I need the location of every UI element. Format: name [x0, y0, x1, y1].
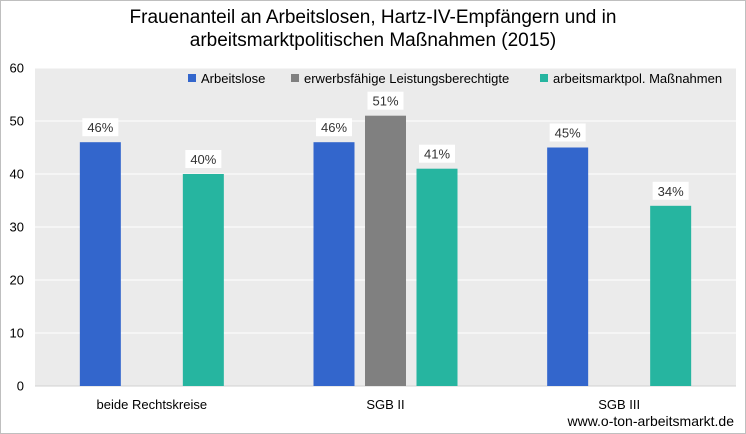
y-tick-label: 50	[10, 114, 24, 129]
data-label: 45%	[555, 126, 581, 141]
data-label: 46%	[87, 120, 113, 135]
bar	[182, 174, 224, 386]
legend-label: erwerbsfähige Leistungsberechtigte	[304, 71, 509, 86]
y-tick-label: 60	[10, 61, 24, 76]
bar	[650, 205, 692, 386]
data-label-box	[185, 150, 222, 168]
chart-title-line-2: arbeitsmarktpolitischen Maßnahmen (2015)	[189, 30, 557, 51]
y-tick-label: 40	[10, 167, 24, 182]
x-tick-label: SGB II	[366, 397, 404, 412]
data-label: 41%	[424, 147, 450, 162]
bar	[547, 147, 589, 386]
bar	[79, 142, 121, 386]
data-label: 34%	[658, 184, 684, 199]
data-label-box	[549, 123, 586, 142]
data-label-box	[652, 181, 689, 200]
bar	[313, 142, 355, 386]
data-label-box	[367, 91, 404, 110]
y-tick-label: 10	[10, 326, 24, 341]
bar	[416, 168, 458, 386]
x-tick-label: beide Rechtskreise	[97, 397, 208, 412]
data-label-box	[316, 118, 352, 137]
legend-swatch	[188, 74, 196, 82]
data-label-box	[419, 144, 455, 163]
data-label: 46%	[321, 120, 347, 135]
x-tick-label: SGB III	[598, 397, 640, 412]
bar	[365, 115, 406, 386]
chart-title: Frauenanteil an Arbeitslosen, Hartz-IV-E…	[0, 6, 746, 52]
data-label-box	[82, 118, 119, 137]
legend-swatch	[291, 74, 299, 82]
legend-label: Arbeitslose	[201, 71, 265, 86]
y-tick-label: 30	[10, 220, 24, 235]
data-label: 51%	[372, 94, 398, 109]
data-label: 40%	[190, 152, 216, 167]
legend-label: arbeitsmarktpol. Maßnahmen	[553, 71, 722, 86]
chart-title-line-1: Frauenanteil an Arbeitslosen, Hartz-IV-E…	[129, 7, 617, 28]
source-label: www.o-ton-arbeitsmarkt.de	[567, 413, 734, 429]
legend-swatch	[540, 74, 548, 82]
y-tick-label: 20	[10, 273, 24, 288]
y-tick-label: 0	[17, 379, 24, 394]
